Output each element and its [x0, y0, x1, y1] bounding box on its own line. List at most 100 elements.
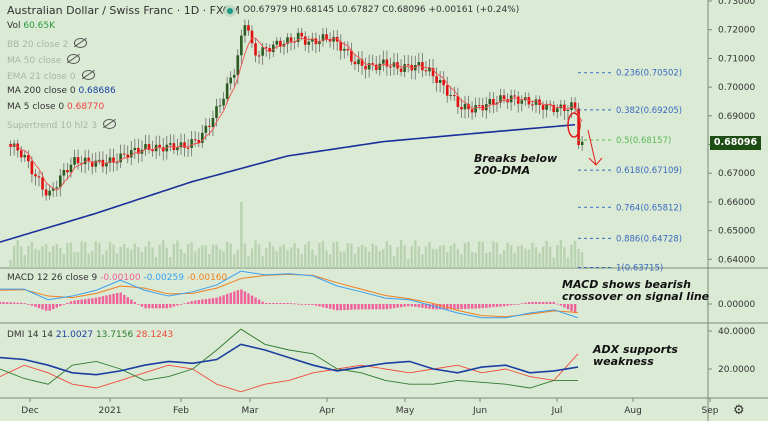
hidden-eye-icon[interactable] [81, 70, 95, 80]
candle-body [520, 100, 524, 104]
macd-hist-bar [48, 304, 51, 311]
candle-body [119, 153, 122, 163]
symbol-title[interactable]: Australian Dollar / Swiss Franc · 1D · F… [7, 4, 240, 17]
candle-body [19, 150, 23, 158]
volume-bar [76, 252, 80, 268]
time-tick-label: Jul [551, 406, 563, 416]
fib-level-label: 0.618(0.67109) [616, 166, 682, 176]
macd-hist-bar [37, 304, 41, 309]
candle-body [211, 118, 215, 127]
candle-body [190, 139, 193, 148]
macd-hist-bar [282, 302, 286, 304]
macd-hist-bar [399, 304, 403, 308]
candle-body [392, 62, 396, 67]
volume-bar [311, 249, 314, 268]
hidden-eye-icon[interactable] [103, 119, 117, 129]
macd-hist-bar [495, 304, 499, 307]
volume-bar [378, 250, 381, 268]
candle-body [296, 32, 300, 42]
macd-hist-bar [94, 297, 98, 304]
legend-dmi[interactable]: DMI 14 14 21.0027 13.7156 28.1243 [7, 330, 173, 340]
volume-bar [183, 253, 186, 268]
di-minus-line [0, 353, 579, 393]
macd-hist-bar [240, 289, 243, 304]
volume-bar [286, 249, 289, 268]
candle-body [396, 62, 399, 69]
candle-body [37, 176, 41, 178]
macd-hist-bar [478, 304, 481, 309]
macd-hist-bar [59, 304, 62, 307]
macd-hist-bar [414, 304, 417, 307]
settings-gear-icon[interactable]: ⚙ [733, 403, 745, 418]
candle-body [87, 157, 90, 162]
candle-body [389, 66, 392, 68]
candle-body [76, 157, 80, 164]
candle-body [307, 41, 311, 45]
legend-supertrend[interactable]: Supertrend 10 hl2 3 [7, 119, 117, 131]
macd-hist-bar [9, 302, 12, 304]
macd-hist-bar [115, 293, 119, 304]
candle-body [9, 143, 12, 147]
macd-hist-bar [30, 304, 34, 306]
hidden-eye-icon[interactable] [74, 38, 88, 48]
macd-hist-bar [62, 304, 66, 305]
price-tick-label: 0.69000 [718, 112, 755, 122]
volume-bar [463, 242, 467, 268]
volume-bar [296, 247, 300, 268]
macd-hist-bar [346, 304, 350, 310]
candle-body [353, 61, 357, 65]
legend-ma5[interactable]: MA 5 close 0 0.68770 [7, 102, 104, 112]
time-tick-label: Mar [242, 406, 259, 416]
macd-hist-bar [91, 298, 94, 304]
macd-hist-bar [573, 304, 577, 314]
volume-bar [41, 246, 44, 268]
volume-bar [257, 244, 261, 268]
volume-bar [389, 244, 392, 268]
macd-hist-bar [492, 304, 495, 308]
candle-body [169, 143, 172, 145]
volume-bar [112, 244, 115, 268]
hidden-eye-icon[interactable] [67, 54, 81, 64]
legend-ema21[interactable]: EMA 21 close 0 [7, 70, 95, 82]
legend-macd[interactable]: MACD 12 26 close 9 -0.00100 -0.00259 -0.… [7, 273, 227, 283]
macd-hist-bar [87, 298, 90, 304]
fib-level-label: 0.764(0.65812) [616, 203, 682, 213]
macd-hist-bar [485, 304, 488, 308]
volume-bar [272, 246, 275, 268]
candle-body [105, 162, 108, 167]
macd-hist-bar [218, 296, 222, 304]
volume-bar [414, 240, 417, 268]
candle-body [129, 150, 133, 158]
macd-hist-bar [13, 302, 16, 304]
macd-hist-bar [144, 304, 147, 309]
volume-bar [211, 244, 215, 268]
candle-body [367, 63, 371, 70]
candle-body [470, 109, 474, 113]
volume-bar [364, 246, 367, 268]
volume-bar [105, 250, 108, 268]
macd-hist-bar [279, 302, 282, 304]
legend-bb[interactable]: BB 20 close 2 [7, 38, 88, 50]
legend-volume[interactable]: Vol 60.65K [7, 21, 55, 31]
macd-hist-bar [304, 304, 307, 305]
macd-hist-bar [0, 301, 2, 304]
volume-bar [357, 247, 360, 268]
legend-ma200[interactable]: MA 200 close 0 0.68686 [7, 86, 116, 96]
annotation-adx: ADX supports weakness [593, 343, 678, 368]
candle-body [499, 95, 502, 103]
candle-body [438, 79, 442, 83]
candle-body [382, 59, 385, 64]
volume-bar [499, 254, 502, 268]
volume-bar [91, 250, 94, 268]
volume-bar [197, 248, 200, 268]
dmi-tick-label: 40.0000 [718, 327, 755, 337]
candle-body [183, 142, 186, 148]
macd-hist-bar [27, 304, 30, 305]
legend-ma50[interactable]: MA 50 close [7, 54, 81, 66]
volume-bar [133, 243, 137, 268]
macd-hist-bar [34, 304, 37, 307]
volume-bar [406, 259, 410, 268]
volume-bar [410, 246, 413, 268]
volume-bar [492, 241, 495, 268]
